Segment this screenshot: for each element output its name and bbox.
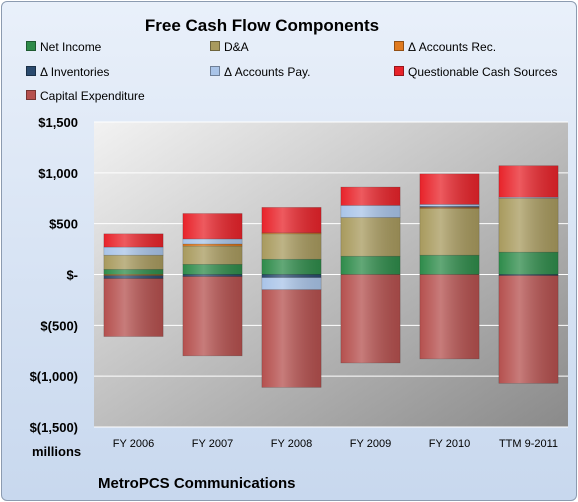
units-label: millions — [32, 444, 82, 459]
bar-highlight — [182, 274, 243, 277]
bar-highlight — [340, 256, 401, 275]
legend-item-inventories: Δ Inventories — [26, 65, 109, 79]
legend-swatch-questionable-cash — [394, 66, 404, 76]
legend-swatch-net-income — [26, 41, 36, 51]
bar-highlight — [182, 238, 243, 244]
bar-highlight — [419, 204, 480, 207]
x-tick-label: FY 2009 — [350, 438, 391, 450]
legend-label-accounts-rec: Δ Accounts Rec. — [408, 40, 497, 54]
chart-title: Free Cash Flow Components — [144, 16, 380, 35]
bars-group — [103, 165, 559, 388]
company-name: MetroPCS Communications — [98, 475, 296, 492]
legend-label-accounts-pay: Δ Accounts Pay. — [224, 65, 311, 79]
bar-highlight — [498, 252, 559, 275]
legend-label-inventories: Δ Inventories — [40, 65, 110, 79]
bar-highlight — [103, 274, 164, 276]
bar-highlight — [340, 217, 401, 257]
y-tick-label: $(1,500) — [30, 420, 78, 435]
bar-highlight — [498, 165, 559, 198]
legend-item-da: D&A — [210, 40, 249, 54]
bar-highlight — [261, 259, 322, 275]
bar-highlight — [103, 275, 164, 279]
legend-label-net-income: Net Income — [40, 40, 102, 54]
y-tick-label: $- — [66, 268, 78, 283]
legend-label-capex: Capital Expenditure — [40, 89, 145, 103]
legend-item-accounts-pay: Δ Accounts Pay. — [210, 65, 311, 79]
x-tick-label: FY 2006 — [113, 438, 154, 450]
bar-highlight — [261, 277, 322, 290]
bar-highlight — [103, 269, 164, 275]
x-tick-label: FY 2007 — [192, 438, 233, 450]
bar-highlight — [340, 274, 401, 363]
y-tick-label: $500 — [49, 217, 78, 232]
bar-highlight — [261, 233, 322, 260]
legend-item-questionable-cash: Questionable Cash Sources — [394, 65, 557, 79]
bar-highlight — [261, 274, 322, 278]
legend-swatch-accounts-rec — [394, 41, 404, 51]
bar-highlight — [182, 246, 243, 265]
bar-highlight — [419, 208, 480, 256]
legend-swatch-da — [210, 41, 220, 51]
plot-svg: $1,500 $1,000 $500 $- $(500) $(1,000) $(1,500)… — [30, 115, 568, 450]
x-tick-label: FY 2010 — [429, 438, 470, 450]
bar-highlight — [340, 187, 401, 206]
y-tick-label: $1,000 — [38, 166, 78, 181]
bar-highlight — [261, 232, 322, 234]
legend-swatch-accounts-pay — [210, 66, 220, 76]
bar-highlight — [498, 275, 559, 384]
x-tick-label: FY 2008 — [271, 438, 312, 450]
x-tick-label: TTM 9-2011 — [499, 438, 558, 450]
legend-item-capex: Capital Expenditure — [26, 89, 145, 103]
bar-highlight — [103, 233, 164, 248]
y-tick-label: $1,500 — [38, 115, 78, 130]
bar-highlight — [103, 247, 164, 256]
bar-highlight — [261, 289, 322, 388]
bar-highlight — [419, 206, 480, 208]
bar-highlight — [182, 264, 243, 275]
bar-highlight — [103, 255, 164, 270]
legend-swatch-capex — [26, 90, 36, 100]
bar-highlight — [340, 205, 401, 218]
x-axis-ticks: FY 2006 FY 2007 FY 2008 FY 2009 FY 2010 TTM 9… — [113, 438, 558, 450]
bar-highlight — [182, 213, 243, 239]
y-tick-label: $(1,000) — [30, 369, 78, 384]
bar-highlight — [419, 274, 480, 359]
legend-swatch-inventories — [26, 66, 36, 76]
bar-highlight — [182, 276, 243, 356]
bar-highlight — [498, 274, 559, 276]
bar-highlight — [419, 207, 480, 209]
legend-label-da: D&A — [224, 40, 249, 54]
bar-highlight — [419, 255, 480, 275]
bar-highlight — [419, 173, 480, 205]
legend-label-questionable-cash: Questionable Cash Sources — [408, 65, 558, 79]
legend-item-accounts-rec: Δ Accounts Rec. — [394, 40, 496, 54]
bar-highlight — [103, 278, 164, 337]
gridlines — [94, 121, 568, 428]
bar-highlight — [261, 207, 322, 233]
bar-highlight — [498, 197, 559, 199]
legend-item-net-income: Net Income — [26, 40, 101, 54]
bar-highlight — [182, 244, 243, 247]
bar-highlight — [498, 198, 559, 253]
y-axis-ticks: $1,500 $1,000 $500 $- $(500) $(1,000) $(1,500) — [30, 115, 78, 435]
y-tick-label: $(500) — [40, 318, 78, 333]
